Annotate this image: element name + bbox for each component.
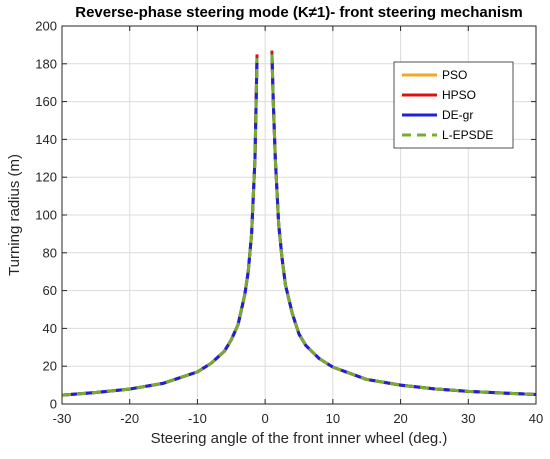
y-axis-label: Turning radius (m) xyxy=(6,154,23,276)
x-tick-label: 0 xyxy=(262,411,269,426)
series-line-l-epsde xyxy=(61,54,537,397)
y-tick-label: 80 xyxy=(43,245,57,260)
chart-title: Reverse-phase steering mode (K≠1)- front… xyxy=(75,4,523,21)
legend: PSO HPSO DE-gr L-EPSDE xyxy=(393,61,514,149)
legend-label: HPSO xyxy=(442,88,476,102)
legend-label: DE-gr xyxy=(442,108,473,122)
y-tick-label: 40 xyxy=(43,321,57,336)
y-axis-ticks: 0 20 40 60 80 100 120 140 160 180 200 xyxy=(35,19,536,412)
x-tick-label: 10 xyxy=(326,411,340,426)
series-lines xyxy=(61,50,537,397)
y-tick-label: 200 xyxy=(35,19,57,34)
legend-label: L-EPSDE xyxy=(442,128,493,142)
y-tick-label: 180 xyxy=(35,56,57,71)
x-tick-label: -10 xyxy=(188,411,207,426)
x-tick-label: -20 xyxy=(120,411,139,426)
y-tick-label: 160 xyxy=(35,94,57,109)
y-tick-label: 0 xyxy=(50,397,57,412)
x-tick-label: -30 xyxy=(53,411,72,426)
y-tick-label: 120 xyxy=(35,170,57,185)
y-tick-label: 100 xyxy=(35,208,57,223)
x-axis-label: Steering angle of the front inner wheel … xyxy=(151,430,448,447)
legend-label: PSO xyxy=(442,68,467,82)
x-tick-label: 30 xyxy=(461,411,475,426)
x-axis-ticks: -30 -20 -10 0 10 20 30 40 xyxy=(53,26,543,426)
x-tick-label: 20 xyxy=(393,411,407,426)
y-tick-label: 140 xyxy=(35,132,57,147)
y-tick-label: 60 xyxy=(43,283,57,298)
x-tick-label: 40 xyxy=(529,411,543,426)
y-tick-label: 20 xyxy=(43,359,57,374)
